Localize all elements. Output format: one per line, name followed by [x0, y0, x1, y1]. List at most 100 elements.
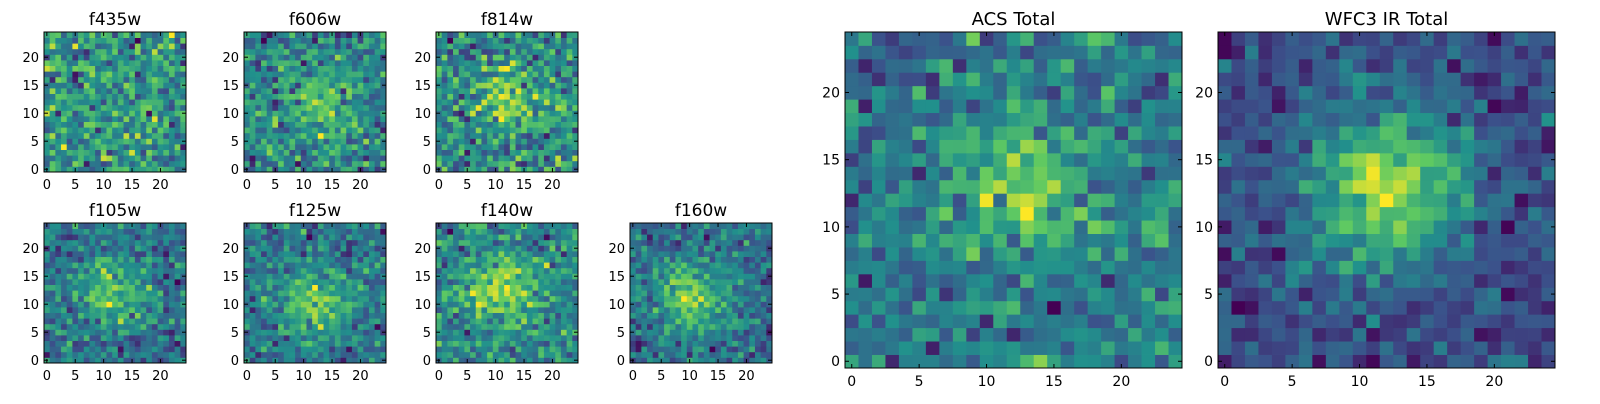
heatmap-cell: [872, 153, 886, 167]
heatmap-cell: [50, 335, 56, 341]
heatmap-cell: [163, 94, 169, 100]
heatmap-cell: [647, 307, 653, 313]
heatmap-cell: [521, 257, 527, 263]
heatmap-cell: [129, 155, 135, 161]
heatmap-cell: [84, 49, 90, 55]
heatmap-cell: [112, 127, 118, 133]
heatmap-cell: [481, 71, 487, 77]
heatmap-cell: [101, 127, 107, 133]
heatmap-cell: [755, 262, 761, 268]
heatmap-cell: [169, 262, 175, 268]
heatmap-cell: [358, 335, 364, 341]
heatmap-cell: [141, 127, 147, 133]
heatmap-cell: [516, 88, 522, 94]
heatmap-cell: [352, 94, 358, 100]
heatmap-cell: [527, 273, 533, 279]
heatmap-cell: [301, 296, 307, 302]
heatmap-cell: [369, 94, 375, 100]
heatmap-cell: [295, 285, 301, 291]
heatmap-cell: [278, 352, 284, 358]
heatmap-cell: [352, 234, 358, 240]
heatmap-cell: [106, 234, 112, 240]
heatmap-cell: [527, 155, 533, 161]
heatmap-cell: [129, 88, 135, 94]
heatmap-cell: [738, 324, 744, 330]
heatmap-cell: [95, 223, 101, 229]
heatmap-cell: [710, 268, 716, 274]
heatmap-cell: [550, 296, 556, 302]
heatmap-cell: [44, 229, 50, 235]
heatmap-cell: [498, 313, 504, 319]
heatmap-cell: [255, 77, 261, 83]
heatmap-cell: [749, 301, 755, 307]
x-tick-label: 20: [544, 178, 561, 193]
heatmap-cell: [692, 290, 698, 296]
heatmap-cell: [112, 251, 118, 257]
heatmap-cell: [459, 127, 465, 133]
heatmap-cell: [561, 352, 567, 358]
heatmap-cell: [885, 234, 899, 248]
heatmap-cell: [158, 138, 164, 144]
heatmap-cell: [630, 341, 636, 347]
heatmap-cell: [966, 314, 980, 328]
heatmap-cell: [163, 122, 169, 128]
heatmap-cell: [727, 251, 733, 257]
heatmap-cell: [436, 133, 442, 139]
heatmap-cell: [481, 77, 487, 83]
heatmap-cell: [845, 193, 859, 207]
heatmap-cell: [341, 77, 347, 83]
heatmap-cell: [470, 88, 476, 94]
heatmap-cell: [521, 313, 527, 319]
heatmap-cell: [436, 144, 442, 150]
heatmap-cell: [89, 138, 95, 144]
heatmap-cell: [55, 38, 61, 44]
heatmap-cell: [335, 296, 341, 302]
heatmap-cell: [244, 262, 250, 268]
heatmap-cell: [493, 161, 499, 167]
heatmap-cell: [993, 341, 1007, 355]
heatmap-cell: [318, 38, 324, 44]
heatmap-cell: [244, 105, 250, 111]
heatmap-cell: [1047, 234, 1061, 248]
heatmap-cell: [180, 43, 186, 49]
heatmap-cell: [255, 127, 261, 133]
heatmap-cell: [544, 290, 550, 296]
heatmap-cell: [369, 49, 375, 55]
heatmap-cell: [124, 257, 130, 263]
heatmap-cell: [158, 116, 164, 122]
heatmap-cell: [112, 60, 118, 66]
heatmap-cell: [318, 273, 324, 279]
heatmap-cell: [550, 240, 556, 246]
heatmap-cell: [363, 240, 369, 246]
heatmap-cell: [95, 116, 101, 122]
heatmap-cell: [636, 290, 642, 296]
heatmap-cell: [481, 127, 487, 133]
heatmap-cell: [163, 234, 169, 240]
heatmap-cell: [544, 279, 550, 285]
heatmap-cell: [163, 54, 169, 60]
heatmap-cell: [538, 268, 544, 274]
heatmap-cell: [295, 38, 301, 44]
heatmap-cell: [146, 307, 152, 313]
heatmap-cell: [44, 352, 50, 358]
heatmap-cell: [470, 318, 476, 324]
heatmap-cell: [493, 307, 499, 313]
heatmap-cell: [966, 180, 980, 194]
heatmap-cell: [533, 318, 539, 324]
heatmap-cell: [715, 341, 721, 347]
heatmap-cell: [487, 301, 493, 307]
heatmap-cell: [993, 328, 1007, 342]
heatmap-cell: [124, 341, 130, 347]
heatmap-cell: [550, 94, 556, 100]
heatmap-cell: [1007, 166, 1021, 180]
heatmap-cell: [380, 116, 386, 122]
heatmap-cell: [112, 279, 118, 285]
heatmap-cell: [516, 234, 522, 240]
heatmap-cell: [180, 285, 186, 291]
heatmap-cell: [152, 223, 158, 229]
heatmap-cell: [358, 313, 364, 319]
y-tick-label: 5: [31, 135, 39, 150]
heatmap-cell: [346, 301, 352, 307]
heatmap-cell: [375, 257, 381, 263]
heatmap-cell: [375, 335, 381, 341]
